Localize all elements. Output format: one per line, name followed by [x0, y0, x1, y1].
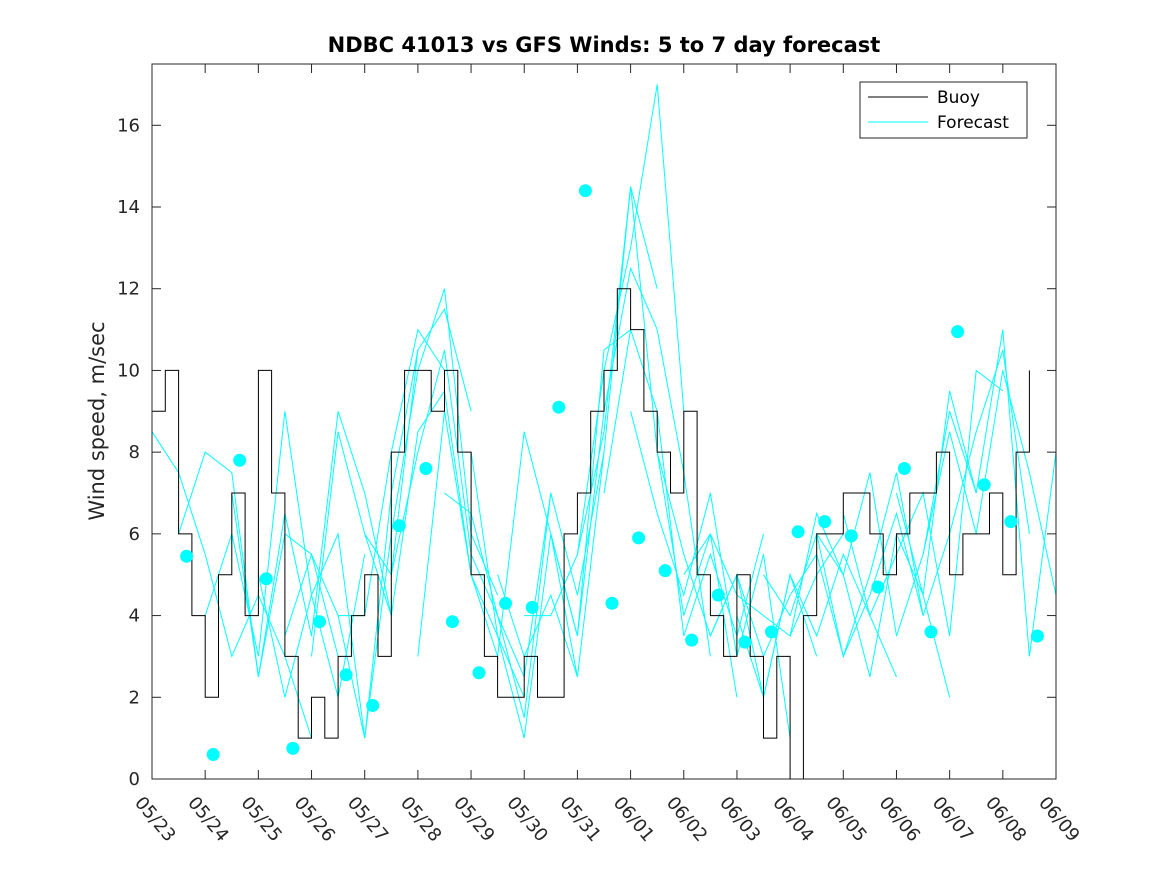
forecast-marker [818, 515, 832, 529]
forecast-marker [1004, 515, 1018, 529]
legend: Buoy Forecast [859, 81, 1028, 139]
forecast-run-line [816, 411, 977, 637]
forecast-marker [366, 699, 380, 712]
forecast-run-line [896, 329, 1057, 657]
forecast-marker [445, 615, 459, 629]
forecast-marker [499, 596, 513, 610]
y-tick-label: 10 [117, 360, 140, 381]
forecast-run-line [763, 511, 924, 659]
y-axis: 0 2 4 6 8 10 12 14 16 [117, 115, 1056, 790]
forecast-marker [552, 400, 566, 414]
forecast-marker [897, 462, 911, 475]
forecast-run-line [630, 411, 791, 739]
y-tick-label: 16 [117, 115, 140, 136]
y-tick-label: 0 [129, 769, 140, 790]
forecast-marker [259, 572, 273, 586]
forecast-marker [313, 615, 326, 629]
forecast-marker [765, 625, 778, 639]
forecast-marker [977, 478, 991, 492]
legend-label-forecast: Forecast [937, 113, 1009, 133]
forecast-marker [871, 580, 885, 594]
legend-box [859, 81, 1028, 139]
y-tick-label: 12 [117, 279, 140, 300]
forecast-marker [791, 525, 805, 539]
forecast-marker [392, 519, 406, 533]
forecast-run-line [231, 411, 392, 677]
forecast-marker [632, 531, 646, 545]
forecast-marker [286, 741, 300, 755]
forecast-marker [1030, 629, 1044, 643]
y-axis-label: Wind speed, m/sec [85, 321, 109, 520]
forecast-marker [472, 666, 486, 680]
forecast-marker [951, 325, 965, 339]
forecast-marker [658, 564, 672, 578]
y-tick-label: 14 [117, 197, 140, 218]
forecast-marker [525, 600, 539, 614]
forecast-marker [233, 453, 247, 467]
forecast-marker [605, 596, 619, 610]
forecast-markers [180, 184, 1044, 761]
buoy-series [152, 288, 1030, 780]
forecast-marker [844, 529, 858, 543]
buoy-line [152, 288, 1030, 780]
y-tick-label: 6 [129, 524, 140, 545]
forecast-marker [180, 549, 194, 563]
y-tick-label: 2 [129, 687, 140, 708]
forecast-marker [339, 668, 353, 682]
plot-area-frame [151, 63, 1057, 780]
forecast-marker [578, 184, 592, 198]
forecast-marker [711, 588, 725, 602]
forecast-marker [924, 625, 938, 639]
legend-label-buoy: Buoy [937, 88, 980, 108]
chart-title: NDBC 41013 vs GFS Winds: 5 to 7 day fore… [328, 33, 881, 57]
forecast-marker [206, 748, 220, 761]
forecast-marker [685, 633, 699, 647]
forecast-marker [419, 462, 433, 475]
forecast-marker [738, 635, 752, 649]
y-tick-label: 8 [129, 442, 140, 463]
y-tick-label: 4 [129, 606, 140, 627]
